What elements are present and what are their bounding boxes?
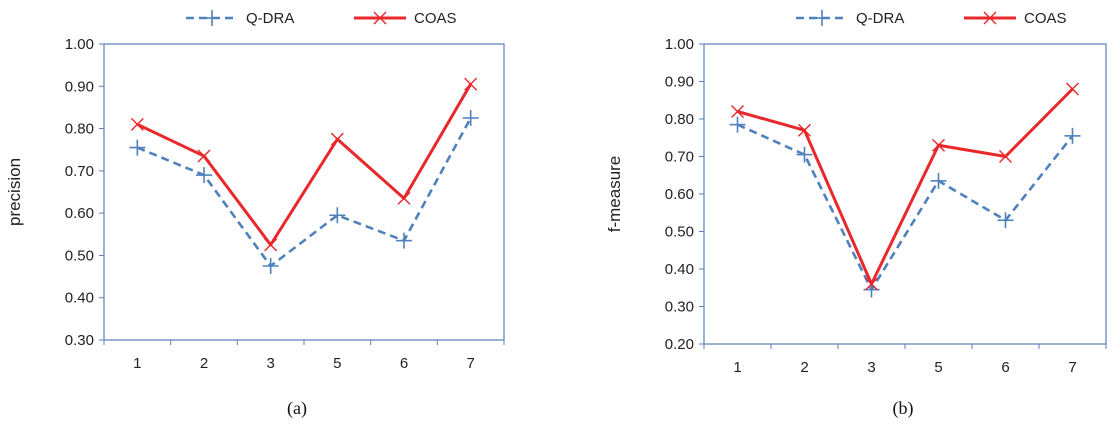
chartb-ytick-label: 0.80 [665,111,694,128]
precision-chart: 0.30 0.40 0.50 0.60 0.70 0.80 0.90 1.00 1 2 3 5 6 7 pr… [5,10,505,419]
chart-panel-b: 0.20 0.30 0.40 0.50 0.60 0.70 0.80 0.90 1.00 1 2 3 5… [560,0,1120,425]
charta-point-coas-b [330,132,344,146]
charta-point-q-dra [262,258,279,274]
charta-point-q-dra [196,167,212,184]
chartb-point-coas-b [798,123,811,137]
charta-legend-marker-coas [373,11,387,25]
charta-ytick-label: 0.50 [65,247,94,264]
charta-ytick-label: 0.90 [65,78,94,95]
charta-xtick-label: 5 [333,355,341,372]
charta-xtick-label: 3 [266,355,274,372]
chartb-series-line-coas [737,87,1074,286]
charta-point-coas-b [264,238,278,252]
chartb-legend-marker-q-dra [814,10,830,26]
charta-point-coas-b [397,191,411,205]
chartb-point-coas-b [932,138,945,152]
chartb-ytick-label: 0.60 [665,186,694,203]
charta-legend-marker-q-dra [204,10,220,26]
charta-series-line-q-dra [136,117,472,268]
charta-point-coas-b [464,77,478,91]
chartb-point-q-dra [796,146,813,163]
charta-point-q-dra [462,110,479,126]
charta-point-coas [464,77,478,91]
chartb-point-coas [865,277,878,291]
charta-point-q-dra [396,232,412,249]
chartb-ytick-label: 0.70 [665,149,694,166]
chart-panel-a: 0.30 0.40 0.50 0.60 0.70 0.80 0.90 1.00 1 2 3 5 6 7 pr… [0,0,560,425]
charta-ytick-label: 0.30 [65,332,94,349]
chartb-caption: (b) [893,398,914,419]
chartb-xtick-label: 3 [867,359,875,376]
charta-ytick-label: 0.60 [65,205,94,222]
charta-point-coas [264,238,278,252]
chartb-legend-marker-coas [983,11,997,25]
charta-legend-marker-coas-b [373,11,387,25]
chartb-point-coas-b [1066,82,1079,96]
chartb-point-coas [999,150,1012,163]
charta-ytick-label: 0.40 [65,290,94,307]
charta-legend-label-coas: COAS [414,10,457,27]
chartb-legend-marker-coas-b [983,11,997,25]
charta-point-coas [130,117,144,131]
chartb-point-coas [932,138,945,152]
charta-ytick-label: 0.70 [65,163,94,180]
charta-xtick-label: 6 [400,355,408,372]
charta-xtick-label: 1 [133,355,141,372]
chartb-point-coas [1066,82,1079,96]
chartb-point-q-dra [729,116,746,133]
charta-point-q-dra [329,207,346,224]
charta-point-coas-b [197,149,211,163]
charta-y-axis-label: precision [5,158,24,226]
chartb-xtick-label: 2 [800,359,808,376]
charta-legend-label-q-dra: Q-DRA [246,10,294,27]
chartb-xtick-label: 1 [733,359,741,376]
charta-xtick-label: 2 [200,355,208,372]
chartb-point-q-dra [997,212,1014,229]
chartb-legend-label-coas: COAS [1024,10,1067,27]
chartb-ytick-label: 0.30 [665,299,694,316]
chartb-ytick-label: 0.90 [665,74,694,91]
chartb-ytick-label: 0.50 [665,224,694,241]
chartb-xtick-label: 6 [1001,359,1009,376]
charta-ytick-label: 1.00 [65,36,94,53]
charta-xtick-label: 7 [466,355,474,372]
chartb-point-coas-b [731,105,744,118]
charta-series-line-coas [136,83,472,247]
chartb-series-line-q-dra [736,123,1074,291]
chartb-legend-label-q-dra: Q-DRA [856,10,904,27]
chartb-xtick-label: 5 [934,359,942,376]
chartb-point-coas-b [999,150,1012,163]
chartb-plot-frame [703,43,1107,345]
f-measure-chart: 0.20 0.30 0.40 0.50 0.60 0.70 0.80 0.90 1.00 1 2 3 5… [605,10,1107,419]
chartb-point-q-dra [1064,127,1081,144]
chartb-y-axis-label: f-measure [605,156,624,233]
charta-point-coas-b [130,117,144,131]
chartb-xtick-label: 7 [1068,359,1076,376]
charta-point-q-dra [129,139,146,156]
chartb-ytick-label: 1.00 [665,36,694,53]
chartb-ytick-label: 0.20 [665,336,694,353]
chartb-point-coas [731,105,744,118]
charta-caption: (a) [287,398,307,419]
chartb-point-q-dra [930,172,947,189]
chartb-point-coas [798,123,811,137]
chartb-point-coas-b [865,277,878,291]
charta-point-coas [397,191,411,205]
charta-point-coas [197,149,211,163]
chartb-ytick-label: 0.40 [665,261,694,278]
charta-point-coas [330,132,344,146]
charta-ytick-label: 0.80 [65,121,94,138]
